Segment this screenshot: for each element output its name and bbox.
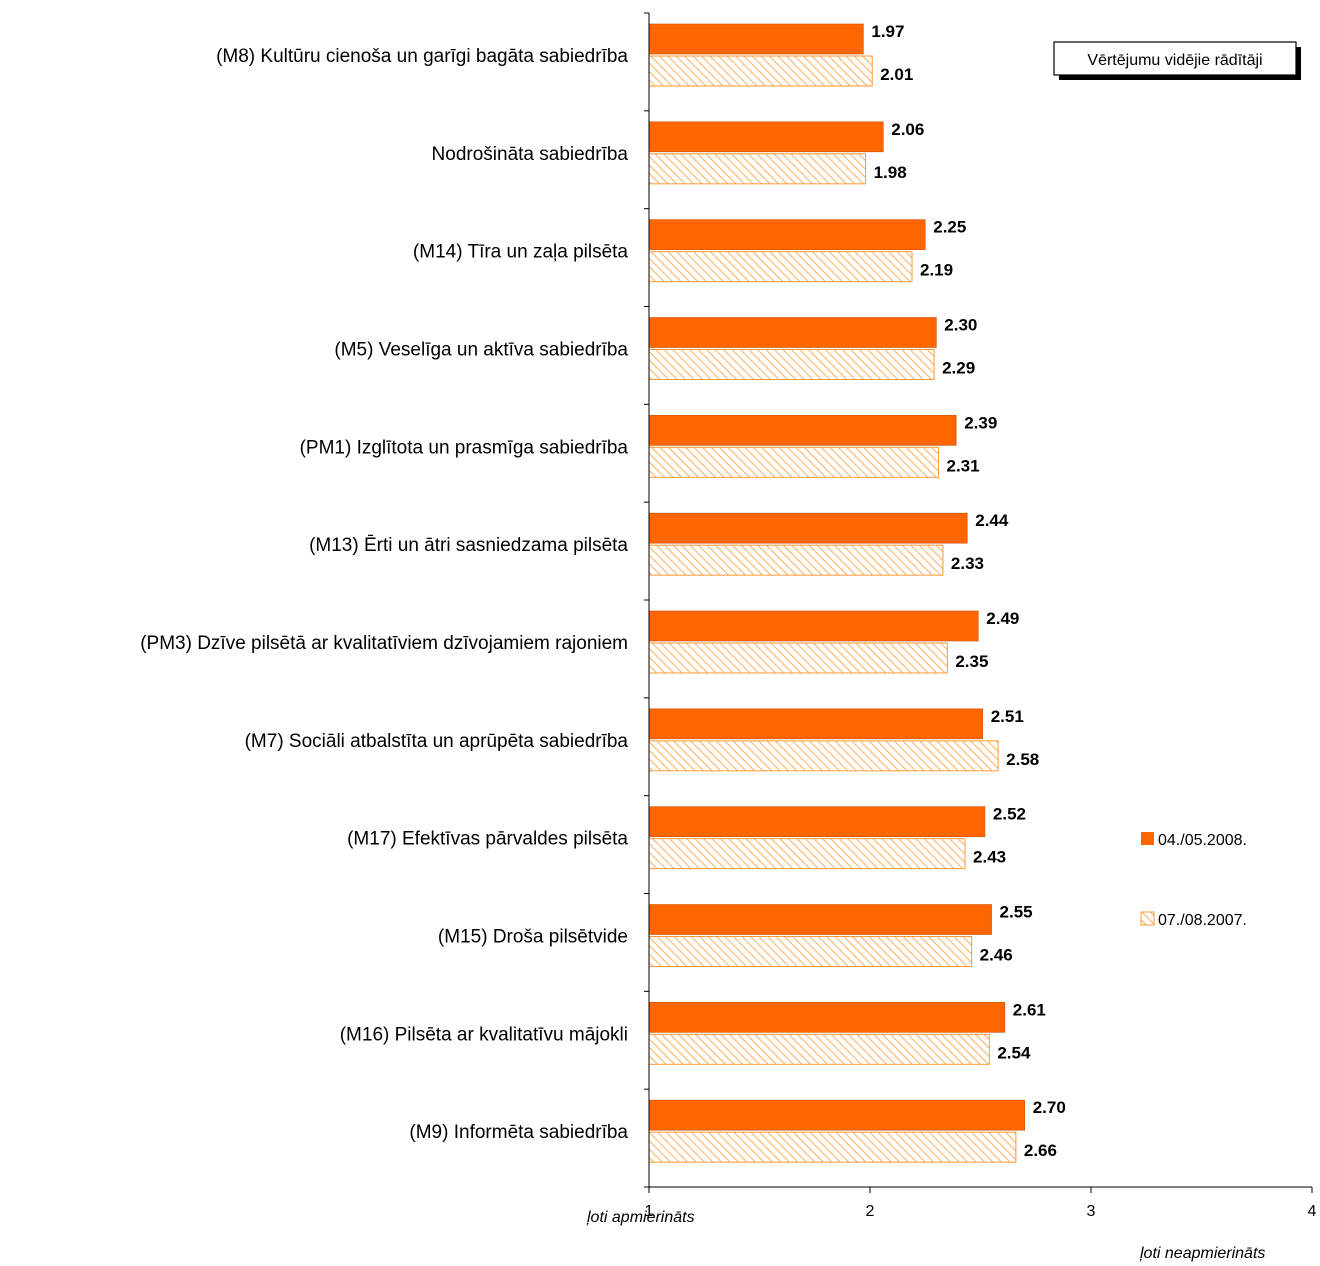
bar-2008: [648, 415, 957, 446]
bar-2007: [648, 936, 973, 967]
value-label-2007: 2.43: [973, 848, 1006, 867]
value-label-2008: 2.61: [1013, 1000, 1046, 1019]
category-label: Nodrošināta sabiedrība: [432, 144, 629, 165]
bar-2008: [648, 806, 986, 837]
bar-2008: [648, 512, 968, 544]
bar-2007: [648, 642, 948, 674]
bar-2008: [648, 1099, 1026, 1131]
category-label: (M17) Efektīvas pārvaldes pilsēta: [347, 829, 628, 850]
value-label-2008: 2.30: [944, 316, 977, 335]
category-label: (M16) Pilsēta ar kvalitatīvu mājokli: [340, 1024, 628, 1045]
value-label-2008: 2.25: [933, 218, 966, 237]
labels-layer: (M8) Kultūru cienoša un garīgi bagāta sa…: [140, 22, 1066, 1160]
value-label-2007: 2.35: [955, 652, 988, 671]
x-axis-max-note: ļoti neapmierināts: [1139, 1245, 1265, 1262]
legend-label-2007: 07./08.2007.: [1158, 912, 1247, 929]
category-label: (PM1) Izglītota un prasmīga sabiedrība: [300, 437, 629, 458]
value-label-2007: 1.98: [874, 163, 907, 182]
x-tick-label: 4: [1308, 1203, 1317, 1220]
x-tick-label: 1: [645, 1203, 654, 1220]
value-label-2007: 2.58: [1006, 750, 1039, 769]
category-label: (PM3) Dzīve pilsētā ar kvalitatīviem dzī…: [140, 633, 628, 654]
value-label-2008: 2.39: [964, 413, 997, 432]
bar-2008: [648, 23, 864, 55]
bar-2007: [648, 544, 944, 576]
value-label-2008: 2.06: [891, 120, 924, 139]
bar-2008: [648, 708, 984, 740]
bar-2008: [648, 219, 926, 250]
value-label-2007: 2.01: [880, 65, 913, 84]
chart-title-box: Vērtējumu vidējie rādītāji: [1053, 41, 1301, 80]
legend-label-2008: 04./05.2008.: [1158, 832, 1247, 849]
bar-2007: [648, 1033, 990, 1065]
category-label: (M5) Veselīga un aktīva sabiedrība: [334, 340, 628, 361]
value-label-2008: 2.51: [991, 707, 1024, 726]
value-label-2008: 1.97: [871, 22, 904, 41]
category-label: (M9) Informēta sabiedrība: [409, 1122, 628, 1143]
value-label-2008: 2.52: [993, 805, 1026, 824]
value-label-2007: 2.29: [942, 359, 975, 378]
bar-2007: [648, 740, 999, 772]
value-label-2008: 2.49: [986, 609, 1019, 628]
legend-swatch-2008: [1141, 832, 1154, 845]
x-axis-min-note: ļoti apmierināts: [586, 1209, 695, 1226]
value-label-2007: 2.54: [997, 1043, 1031, 1062]
value-label-2008: 2.55: [1000, 903, 1033, 922]
value-label-2007: 2.46: [980, 946, 1013, 965]
x-tick-label: 2: [866, 1203, 875, 1220]
value-label-2007: 2.33: [951, 554, 984, 573]
bar-2008: [648, 610, 979, 642]
bar-2007: [648, 153, 867, 185]
category-label: (M7) Sociāli atbalstīta un aprūpēta sabi…: [245, 731, 629, 752]
bar-2007: [648, 838, 966, 870]
category-label: (M15) Droša pilsētvide: [438, 927, 628, 948]
bar-2007: [648, 446, 940, 478]
value-label-2007: 2.31: [947, 456, 980, 475]
bar-2008: [648, 317, 937, 348]
bar-2007: [648, 55, 873, 87]
x-tick-label: 3: [1087, 1203, 1096, 1220]
category-label: (M13) Ērti un ātri sasniedzama pilsēta: [309, 535, 628, 556]
bar-2008: [648, 904, 992, 935]
value-label-2008: 2.70: [1033, 1098, 1066, 1117]
chart-title: Vērtējumu vidējie rādītāji: [1087, 52, 1262, 69]
bar-2007: [648, 251, 913, 283]
category-label: (M8) Kultūru cienoša un garīgi bagāta sa…: [216, 46, 628, 67]
bars-layer: [648, 23, 1026, 1163]
axis-layer: 1 2 3 4: [644, 12, 1317, 1220]
value-label-2007: 2.66: [1024, 1141, 1057, 1160]
legend-swatch-2007: [1140, 911, 1155, 926]
category-label: (M14) Tīra un zaļa pilsēta: [413, 242, 629, 263]
bar-2007: [648, 1131, 1017, 1163]
legend: 04./05.2008. 07./08.2007.: [1140, 832, 1247, 929]
bar-2008: [648, 121, 884, 153]
value-label-2007: 2.19: [920, 261, 953, 280]
value-label-2008: 2.44: [975, 511, 1009, 530]
bar-2008: [648, 1002, 1006, 1033]
bar-2007: [648, 349, 935, 380]
